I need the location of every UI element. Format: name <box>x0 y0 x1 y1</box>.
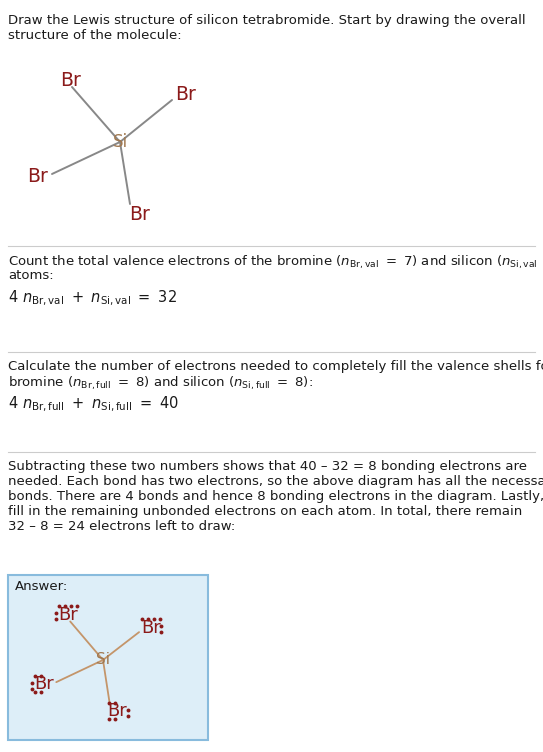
Text: $4\ n_{\mathrm{Br,val}}\ +\ n_{\mathrm{Si,val}}\ =\ 32$: $4\ n_{\mathrm{Br,val}}\ +\ n_{\mathrm{S… <box>8 289 177 308</box>
Text: Br: Br <box>58 606 78 624</box>
Text: $4\ n_{\mathrm{Br,full}}\ +\ n_{\mathrm{Si,full}}\ =\ 40$: $4\ n_{\mathrm{Br,full}}\ +\ n_{\mathrm{… <box>8 395 179 414</box>
Text: Count the total valence electrons of the bromine ($n_{\mathrm{Br,val}}\ =\ 7$) a: Count the total valence electrons of the… <box>8 254 543 271</box>
Text: Draw the Lewis structure of silicon tetrabromide. Start by drawing the overall: Draw the Lewis structure of silicon tetr… <box>8 14 526 27</box>
Text: Calculate the number of electrons needed to completely fill the valence shells f: Calculate the number of electrons needed… <box>8 360 543 373</box>
Text: needed. Each bond has two electrons, so the above diagram has all the necessary: needed. Each bond has two electrons, so … <box>8 475 543 488</box>
Text: Si: Si <box>112 133 128 151</box>
Text: Br: Br <box>141 619 161 637</box>
Text: bonds. There are 4 bonds and hence 8 bonding electrons in the diagram. Lastly,: bonds. There are 4 bonds and hence 8 bon… <box>8 490 543 503</box>
Text: Br: Br <box>108 702 128 720</box>
Text: Br: Br <box>61 71 81 89</box>
Text: fill in the remaining unbonded electrons on each atom. In total, there remain: fill in the remaining unbonded electrons… <box>8 505 522 518</box>
Text: Si: Si <box>96 653 110 668</box>
Text: Subtracting these two numbers shows that 40 – 32 = 8 bonding electrons are: Subtracting these two numbers shows that… <box>8 460 527 473</box>
Text: Br: Br <box>130 205 150 223</box>
Text: Br: Br <box>175 86 197 105</box>
Text: structure of the molecule:: structure of the molecule: <box>8 29 181 42</box>
Text: Answer:: Answer: <box>15 580 68 593</box>
Text: Br: Br <box>28 168 48 186</box>
Text: bromine ($n_{\mathrm{Br,full}}\ =\ 8$) and silicon ($n_{\mathrm{Si,full}}\ =\ 8$: bromine ($n_{\mathrm{Br,full}}\ =\ 8$) a… <box>8 375 313 393</box>
Text: Br: Br <box>34 675 54 693</box>
Text: atoms:: atoms: <box>8 269 54 282</box>
FancyBboxPatch shape <box>8 575 208 740</box>
Text: 32 – 8 = 24 electrons left to draw:: 32 – 8 = 24 electrons left to draw: <box>8 520 235 533</box>
